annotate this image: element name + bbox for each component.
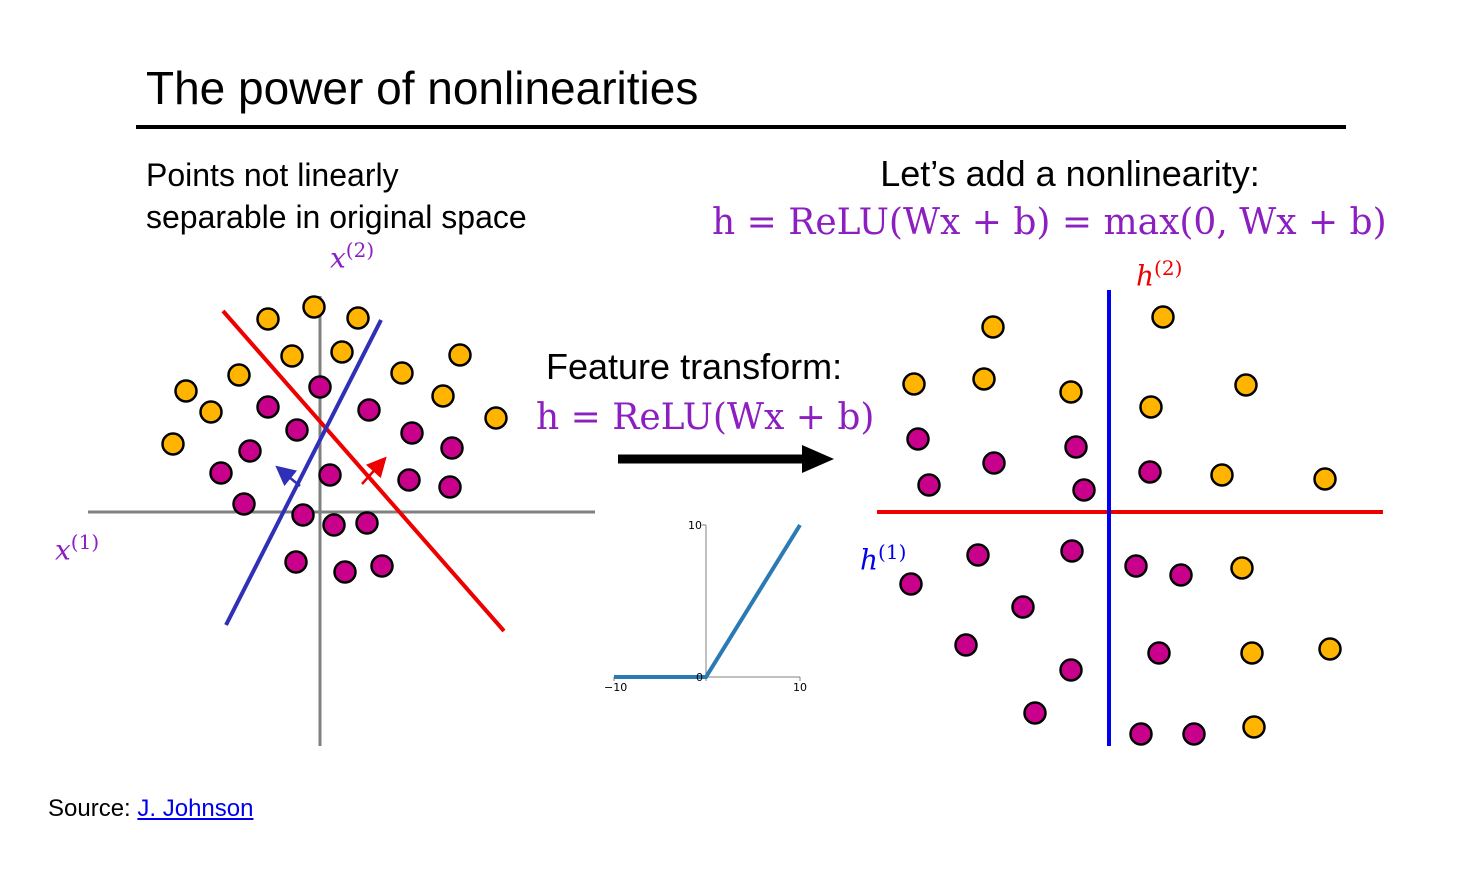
right-purple-point-4 xyxy=(1138,460,1162,484)
left-purple-point-16 xyxy=(333,560,357,584)
source-citation: Source: J. Johnson xyxy=(48,795,254,822)
right-orange-point-1 xyxy=(1151,305,1175,329)
right-orange-point-6 xyxy=(1234,373,1258,397)
left-points-group xyxy=(161,295,508,584)
relu-curve xyxy=(614,523,802,679)
right-purple-point-2 xyxy=(982,451,1006,475)
blue-separator-line xyxy=(224,319,383,626)
right-purple-point-16 xyxy=(1129,722,1153,746)
left-orange-point-9 xyxy=(390,361,414,385)
left-purple-point-4 xyxy=(400,421,424,445)
right-points-group xyxy=(899,305,1342,746)
relu-x-tick-neg10: −10 xyxy=(604,681,627,694)
right-purple-point-3 xyxy=(917,473,941,497)
transform-equation: h = ReLU(Wx + b) xyxy=(536,397,875,438)
right-orange-point-4 xyxy=(1059,380,1083,404)
relu-x-tick-10: 10 xyxy=(793,681,807,694)
right-orange-point-9 xyxy=(1230,556,1254,580)
left-orange-point-7 xyxy=(199,400,223,424)
red-separator-line xyxy=(221,309,506,633)
left-purple-point-7 xyxy=(209,461,233,485)
right-purple-point-11 xyxy=(1011,595,1035,619)
right-purple-point-17 xyxy=(1182,722,1206,746)
left-caption: Points not linearly separable in origina… xyxy=(146,154,527,238)
right-orange-point-10 xyxy=(1240,641,1264,665)
transform-label: Feature transform: xyxy=(546,346,843,387)
left-orange-point-2 xyxy=(346,306,370,330)
right-orange-point-12 xyxy=(1242,715,1266,739)
relu-x-tick-0: 0 xyxy=(696,671,703,684)
transform-arrow xyxy=(618,445,834,473)
left-orange-point-1 xyxy=(302,295,326,319)
left-purple-point-12 xyxy=(291,503,315,527)
left-purple-point-8 xyxy=(318,463,342,487)
red-normal-arrow xyxy=(361,456,387,485)
title-underline xyxy=(136,125,1346,129)
right-purple-point-7 xyxy=(1060,539,1084,563)
left-x-axis-label: x(1) xyxy=(55,530,100,567)
left-caption-line2: separable in original space xyxy=(146,199,527,235)
relu-y-tick-10: 10 xyxy=(688,519,702,532)
left-orange-point-8 xyxy=(161,432,185,456)
right-purple-point-1 xyxy=(1064,435,1088,459)
right-purple-point-15 xyxy=(1023,701,1047,725)
right-purple-point-10 xyxy=(1169,563,1193,587)
left-purple-point-5 xyxy=(238,439,262,463)
right-orange-point-2 xyxy=(902,372,926,396)
left-purple-point-2 xyxy=(357,398,381,422)
left-orange-point-3 xyxy=(280,344,304,368)
left-purple-point-10 xyxy=(438,475,462,499)
left-purple-point-14 xyxy=(355,511,379,535)
left-purple-point-9 xyxy=(397,468,421,492)
left-orange-point-12 xyxy=(484,406,508,430)
source-link[interactable]: J. Johnson xyxy=(137,795,254,822)
right-purple-point-5 xyxy=(1072,478,1096,502)
right-orange-point-8 xyxy=(1313,467,1337,491)
right-purple-point-14 xyxy=(1059,658,1083,682)
right-purple-point-12 xyxy=(954,633,978,657)
right-orange-point-7 xyxy=(1210,463,1234,487)
relu-plot: −10 0 10 10 xyxy=(604,519,807,694)
left-purple-point-6 xyxy=(440,436,464,460)
left-purple-point-3 xyxy=(285,418,309,442)
right-heading: Let’s add a nonlinearity: xyxy=(880,153,1260,194)
right-x-axis-label: h(1) xyxy=(860,540,907,577)
left-purple-point-15 xyxy=(284,550,308,574)
slide-title: The power of nonlinearities xyxy=(146,62,699,114)
left-purple-point-0 xyxy=(308,375,332,399)
right-orange-point-5 xyxy=(1139,395,1163,419)
left-orange-point-10 xyxy=(448,343,472,367)
blue-normal-arrow xyxy=(275,465,301,487)
right-equation: h = ReLU(Wx + b) = max(0, Wx + b) xyxy=(712,202,1387,243)
left-purple-point-11 xyxy=(232,492,256,516)
left-y-axis-label: x(2) xyxy=(330,238,375,275)
left-purple-point-1 xyxy=(256,395,280,419)
left-orange-point-4 xyxy=(330,340,354,364)
right-orange-point-11 xyxy=(1318,637,1342,661)
right-purple-point-8 xyxy=(899,572,923,596)
left-caption-line1: Points not linearly xyxy=(146,157,399,193)
right-y-axis-label: h(2) xyxy=(1136,256,1183,293)
right-orange-point-0 xyxy=(981,315,1005,339)
right-purple-point-6 xyxy=(966,543,990,567)
left-purple-point-13 xyxy=(322,513,346,537)
right-purple-point-9 xyxy=(1124,554,1148,578)
left-orange-point-11 xyxy=(431,384,455,408)
left-orange-point-5 xyxy=(227,363,251,387)
left-orange-point-6 xyxy=(174,379,198,403)
right-orange-point-3 xyxy=(972,367,996,391)
right-purple-point-0 xyxy=(906,427,930,451)
left-purple-point-17 xyxy=(370,554,394,578)
left-orange-point-0 xyxy=(256,307,280,331)
right-purple-point-13 xyxy=(1147,641,1171,665)
